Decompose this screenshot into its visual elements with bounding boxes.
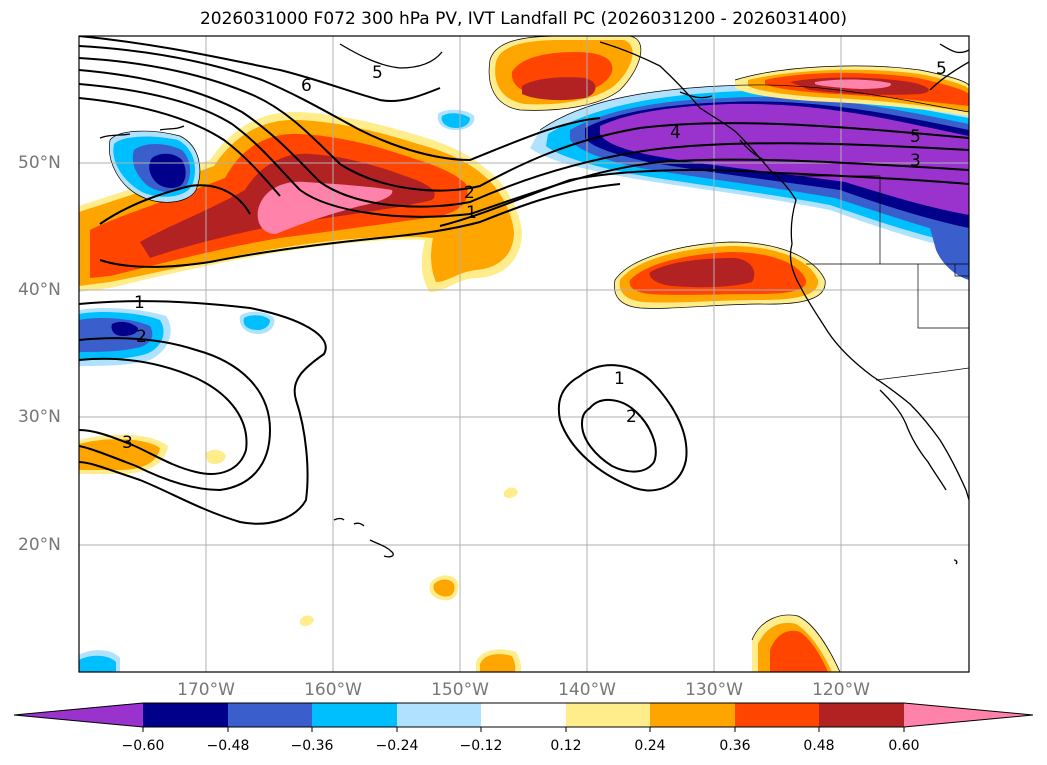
- colorbar-segment: [566, 703, 650, 727]
- colorbar-segment: [312, 703, 397, 727]
- lon-label: 120°W: [812, 680, 870, 700]
- map-title: 2026031000 F072 300 hPa PV, IVT Landfall…: [199, 9, 847, 29]
- lat-label: 40°N: [18, 280, 61, 300]
- contour-label: 2: [136, 327, 147, 347]
- shade-offshore-positive: [614, 242, 826, 309]
- colorbar-tick-label: −0.12: [459, 738, 503, 754]
- contour-label: 4: [670, 123, 681, 143]
- lon-label: 150°W: [431, 680, 489, 700]
- contour-label: 1: [614, 369, 625, 389]
- contour-label: 3: [122, 433, 133, 453]
- lon-label: 140°W: [558, 680, 616, 700]
- colorbar-tick-label: 0.24: [634, 738, 666, 754]
- graticule: [79, 36, 969, 672]
- contour-label: 1: [134, 293, 145, 313]
- lon-label: 160°W: [304, 680, 362, 700]
- colorbar-tick-label: −0.36: [290, 738, 334, 754]
- colorbar-segment: [228, 703, 312, 727]
- colorbar-tick-label: 0.60: [888, 738, 920, 754]
- colorbar-tick-label: 0.12: [550, 738, 582, 754]
- colorbar: [13, 702, 1034, 732]
- lon-label: 170°W: [177, 680, 235, 700]
- lat-label: 30°N: [18, 407, 61, 427]
- contour-label: 6: [301, 76, 312, 96]
- colorbar-tick-label: −0.60: [121, 738, 165, 754]
- contour-label: 1: [466, 203, 477, 223]
- lon-label: 130°W: [685, 680, 743, 700]
- shade-aleutian-negative: [109, 131, 200, 203]
- contour-label: 3: [910, 151, 921, 171]
- colorbar-segment: [819, 703, 904, 727]
- shade-small-patches: [79, 109, 969, 672]
- plot-frame: [78, 35, 970, 673]
- colorbar-segment: [650, 703, 735, 727]
- contour-label: 2: [626, 407, 637, 427]
- colorbar-segment: [481, 703, 566, 727]
- contour-labels: 6 5 4 5 3 2 1 1 2 3 1 2 5: [122, 59, 947, 453]
- coastlines: [99, 41, 969, 565]
- borders: [796, 175, 969, 381]
- colorbar-segment: [397, 703, 481, 727]
- colorbar-extend-right: [904, 703, 1033, 727]
- contour-label: 5: [372, 63, 383, 83]
- contour-label: 2: [464, 183, 475, 203]
- pv-ivt-field: 6 5 4 5 3 2 1 1 2 3 1 2 5: [79, 36, 969, 672]
- pv-contours: [79, 36, 969, 525]
- shade-ne-top-positive: [735, 65, 969, 116]
- shade-central-positive: [79, 111, 522, 292]
- colorbar-segment: [143, 703, 228, 727]
- colorbar-segment: [735, 703, 819, 727]
- shade-gulf-alaska-positive: [489, 36, 641, 111]
- lat-label: 20°N: [18, 535, 61, 555]
- shade-ne-pacific-negative: [530, 84, 969, 250]
- colorbar-tick-label: 0.48: [803, 738, 835, 754]
- lat-label: 50°N: [18, 153, 61, 173]
- colorbar-tick-label: −0.24: [375, 738, 419, 754]
- contour-label: 5: [910, 127, 921, 147]
- contour-label: 5: [936, 59, 947, 79]
- colorbar-extend-left: [14, 703, 143, 727]
- colorbar-tick-label: −0.48: [206, 738, 250, 754]
- colorbar-tick-label: 0.36: [719, 738, 751, 754]
